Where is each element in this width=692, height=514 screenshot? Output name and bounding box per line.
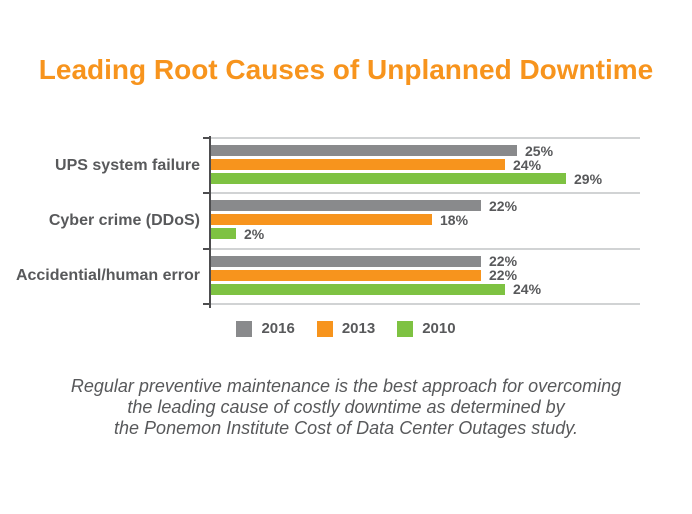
bar-2010 bbox=[211, 173, 566, 184]
category-group: UPS system failure 25% 24% 29% bbox=[0, 138, 692, 193]
bar-2016 bbox=[211, 255, 481, 267]
value-label: 22% bbox=[489, 197, 518, 214]
axis-tick bbox=[203, 248, 209, 250]
caption: Regular preventive maintenance is the be… bbox=[0, 376, 692, 439]
legend-label: 2010 bbox=[422, 320, 456, 337]
caption-line-2: the leading cause of costly downtime as … bbox=[127, 397, 565, 417]
value-label: 18% bbox=[440, 211, 469, 228]
legend: 2016 2013 2010 bbox=[0, 320, 692, 337]
axis-tick bbox=[203, 137, 209, 139]
value-label: 2% bbox=[244, 225, 265, 242]
legend-label: 2013 bbox=[341, 320, 376, 337]
category-label: UPS system failure bbox=[55, 156, 200, 174]
legend-item-2013: 2013 bbox=[316, 320, 376, 337]
value-label: 29% bbox=[574, 170, 603, 187]
caption-line-3: the Ponemon Institute Cost of Data Cente… bbox=[114, 418, 578, 438]
legend-swatch-icon bbox=[236, 320, 253, 337]
legend-label: 2016 bbox=[261, 320, 295, 337]
gridline bbox=[209, 248, 640, 250]
bar-2016 bbox=[211, 145, 517, 156]
bar-2016 bbox=[211, 200, 481, 212]
category-label: Accidential/human error bbox=[15, 267, 200, 285]
value-label: 22% bbox=[489, 267, 518, 284]
category-label: Cyber crime (DDoS) bbox=[48, 211, 200, 229]
bar-2013 bbox=[211, 214, 432, 226]
chart-title: Leading Root Causes of Unplanned Downtim… bbox=[38, 54, 654, 85]
value-label: 22% bbox=[489, 253, 518, 270]
category-group: Cyber crime (DDoS) 22% 18% 2% bbox=[0, 193, 692, 248]
value-label: 25% bbox=[525, 142, 554, 159]
legend-item-2016: 2016 bbox=[236, 320, 295, 337]
axis-tick bbox=[203, 303, 209, 305]
value-label: 24% bbox=[513, 281, 542, 298]
bar-2013 bbox=[211, 159, 505, 170]
axis-tick bbox=[203, 192, 209, 194]
value-label: 24% bbox=[513, 156, 542, 173]
gridline bbox=[209, 303, 640, 305]
legend-item-2010: 2010 bbox=[397, 320, 456, 337]
bar-chart: UPS system failure 25% 24% 29% Cyber crime (… bbox=[0, 136, 692, 308]
bar-2010 bbox=[211, 228, 236, 240]
legend-swatch-icon bbox=[316, 320, 333, 337]
gridline bbox=[209, 192, 640, 194]
legend-swatch-icon bbox=[397, 320, 414, 337]
caption-line-1: Regular preventive maintenance is the be… bbox=[70, 376, 622, 396]
bar-2010 bbox=[211, 283, 505, 295]
bar-2013 bbox=[211, 269, 481, 281]
y-axis-line bbox=[209, 136, 211, 308]
category-group: Accidential/human error 22% 22% 24% bbox=[0, 249, 692, 304]
gridline bbox=[209, 137, 640, 139]
